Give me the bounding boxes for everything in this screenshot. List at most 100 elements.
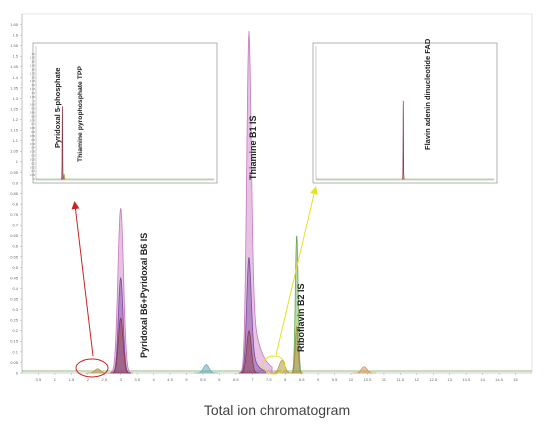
main-peak-2-series-0 — [290, 235, 304, 374]
inset-left-y-tick-label: 0 — [34, 177, 36, 181]
peak-label-thiamine: Thiamine B1 IS — [248, 115, 258, 180]
main-y-tick-label: 0.45 — [10, 275, 19, 280]
main-x-tick-label: 14.5 — [495, 377, 504, 382]
main-x-tick-label: 12 — [415, 377, 420, 382]
inset-left-y-ticks: 00.050.10.150.20.250.30.350.40.450.50.55… — [30, 52, 36, 181]
main-x-ticks: 0.5 1 1.5 2 2.5 3 3.5 4 4.5 5 5.5 6 6.5 7 7.5 8 8.5 9 9.5 1… — [36, 373, 519, 382]
inset-right-peaks — [401, 100, 405, 180]
main-y-tick-label: 0.9 — [12, 180, 18, 185]
main-y-tick-label: 1.1 — [12, 138, 18, 143]
main-peak-1-series-0 — [238, 30, 273, 374]
inset-left-y-tick-label: 1 — [34, 99, 36, 103]
inset-left-label-tpp: Thiamine pyrophosphate TPP — [77, 66, 84, 162]
main-x-tick-label: 6 — [218, 377, 221, 382]
main-y-tick-label: 1.35 — [10, 85, 19, 90]
main-y-tick-label: 0.4 — [12, 286, 18, 291]
main-peak-1-series-1 — [238, 257, 266, 374]
inset-plot-left: 00.050.10.150.20.250.30.350.40.450.50.55… — [30, 42, 218, 184]
main-y-tick-label: 1.45 — [10, 64, 19, 69]
main-y-tick-label: 0.6 — [12, 244, 18, 249]
main-x-tick-label: 2 — [87, 377, 90, 382]
callout-arrow-yellow — [275, 186, 318, 356]
main-y-tick-label: 0.3 — [12, 307, 18, 312]
main-y-tick-label: 0.95 — [10, 170, 19, 175]
main-x-tick-label: 4 — [152, 377, 155, 382]
main-y-tick-label: 0.25 — [10, 318, 19, 323]
main-y-tick-label: 0.1 — [12, 349, 18, 354]
main-x-tick-label: 13.5 — [462, 377, 471, 382]
main-x-tick-label: 5 — [185, 377, 188, 382]
inset-left-y-tick-label: 1.6 — [31, 52, 35, 56]
main-peaks — [85, 30, 377, 374]
inset-left-y-tick-label: 0.7 — [31, 122, 35, 126]
main-x-tick-label: 5.5 — [200, 377, 206, 382]
main-y-tick-label: 1.55 — [10, 43, 19, 48]
main-y-tick-label: 0.5 — [12, 265, 18, 270]
main-x-tick-label: 9 — [317, 377, 320, 382]
inset-left-y-tick-label: 0.5 — [31, 138, 35, 142]
main-x-tick-label: 14 — [480, 377, 485, 382]
main-y-ticks: 0 0.05 0.1 0.15 0.2 0.25 0.3 0.35 0.4 0.45 0.5 0.55… — [10, 22, 22, 375]
peak-label-riboflavin: Riboflavin B2 IS — [296, 283, 306, 352]
inset-left-y-tick-label: 1.1 — [31, 91, 35, 95]
main-x-tick-label: 3.5 — [134, 377, 140, 382]
main-y-tick-label: 1.15 — [10, 128, 19, 133]
main-y-tick-label: 1.65 — [10, 22, 19, 27]
inset-left-peak-0 — [61, 106, 64, 180]
main-y-tick-label: 1.2 — [12, 117, 18, 122]
inset-left-y-tick-label: 0.65 — [30, 126, 36, 130]
main-x-tick-label: 2.5 — [101, 377, 107, 382]
inset-left-y-tick-label: 0.75 — [30, 118, 36, 122]
inset-left-y-tick-label: 0.25 — [30, 157, 36, 161]
main-peak-0-series-0 — [108, 208, 134, 374]
inset-left-y-tick-label: 0.15 — [30, 165, 36, 169]
inset-left-y-tick-label: 0.95 — [30, 103, 36, 107]
inset-left-y-tick-label: 1.25 — [30, 79, 36, 83]
inset-right-label-fad: Flavin adenin dinucleotide FAD — [423, 38, 432, 150]
inset-left-frame — [32, 42, 218, 184]
inset-left-y-tick-label: 0.55 — [30, 134, 36, 138]
main-y-tick-label: 0.7 — [12, 223, 18, 228]
inset-left-y-tick-label: 0.45 — [30, 142, 36, 146]
main-x-tick-label: 0.5 — [36, 377, 42, 382]
main-x-tick-label: 8.5 — [299, 377, 305, 382]
main-x-tick-label: 11.5 — [397, 377, 405, 382]
main-peak-0-series-2 — [110, 317, 132, 374]
inset-left-y-tick-label: 0.3 — [31, 154, 35, 158]
inset-left-y-tick-label: 0.6 — [31, 130, 35, 134]
main-x-tick-label: 3 — [120, 377, 123, 382]
inset-left-peaks — [61, 106, 66, 180]
main-small-peak-1 — [194, 364, 219, 374]
main-y-tick-label: 0.55 — [10, 254, 19, 259]
main-y-tick-label: 1.5 — [12, 54, 18, 59]
inset-right-peak-1 — [402, 174, 405, 180]
inset-left-y-tick-label: 1.45 — [30, 64, 36, 68]
main-y-tick-label: 0.8 — [12, 201, 18, 206]
main-x-tick-label: 4.5 — [167, 377, 173, 382]
inset-left-y-tick-label: 1.35 — [30, 71, 36, 75]
main-x-tick-label: 11 — [382, 377, 387, 382]
main-y-tick-label: 0.85 — [10, 191, 19, 196]
main-plot-area: 00.050.10.150.20.250.30.350.40.450.50.55… — [10, 13, 533, 382]
main-x-tick-label: 7.5 — [266, 377, 272, 382]
inset-left-label-p5p: Pyridoxal 5-phosphate — [53, 68, 62, 148]
inset-left-y-tick-label: 1.2 — [31, 83, 35, 87]
callout-ellipse-red — [75, 358, 109, 378]
inset-left-y-tick-label: 1.5 — [31, 60, 35, 64]
main-y-tick-label: 0.05 — [10, 360, 19, 365]
main-x-tick-label: 13 — [448, 377, 453, 382]
main-y-tick-label: 1 — [16, 159, 19, 164]
main-x-tick-label: 10 — [349, 377, 354, 382]
main-y-tick-label: 1.05 — [10, 149, 19, 154]
inset-left-y-tick-label: 0.4 — [31, 146, 35, 150]
main-x-tick-label: 12.5 — [429, 377, 438, 382]
inset-left-y-tick-label: 1.4 — [31, 67, 35, 71]
main-y-tick-label: 0.35 — [10, 296, 19, 301]
main-y-tick-label: 0.75 — [10, 212, 19, 217]
inset-left-y-tick-label: 0.1 — [31, 169, 35, 173]
main-x-tick-label: 1.5 — [69, 377, 75, 382]
main-y-tick-label: 0.2 — [12, 328, 18, 333]
main-small-peak-0 — [85, 368, 110, 374]
inset-left-y-tick-label: 0.35 — [30, 150, 36, 154]
